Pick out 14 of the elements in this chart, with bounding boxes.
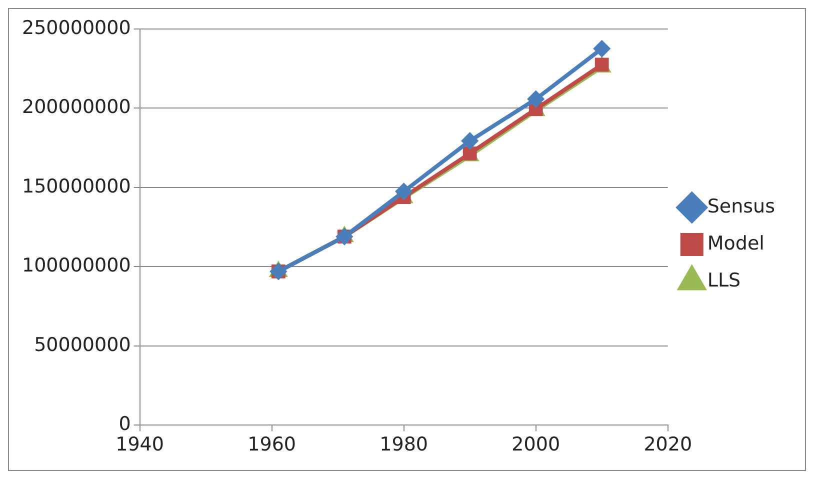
y-tick-label: 200000000	[22, 96, 131, 118]
legend-label: LLS	[707, 269, 741, 292]
y-tick-label: 250000000	[22, 16, 131, 39]
y-tick-label: 50000000	[34, 334, 131, 356]
x-tick-label: 2020	[644, 434, 692, 456]
legend-label: Model	[707, 232, 764, 254]
x-tick-label: 1960	[248, 434, 296, 456]
x-tick-label: 1980	[380, 434, 428, 456]
x-tick-label: 2000	[512, 434, 560, 456]
legend-label: Sensus	[707, 195, 776, 218]
y-tick-label: 0	[118, 413, 131, 436]
y-tick-label: 150000000	[22, 175, 131, 198]
x-tick-label: 1940	[116, 434, 164, 456]
y-tick-label: 100000000	[22, 254, 131, 277]
